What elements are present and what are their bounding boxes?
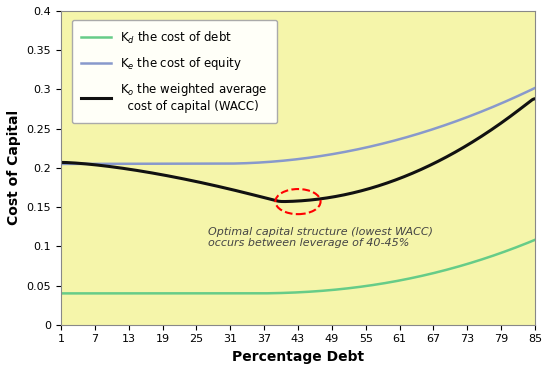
Line: K$_o$ the weighted average
  cost of capital (WACC): K$_o$ the weighted average cost of capit… xyxy=(61,99,535,201)
K$_e$ the cost of equity xyxy=(446,121,453,126)
K$_e$ the cost of equity xyxy=(285,158,292,162)
Legend: K$_d$ the cost of debt, K$_e$ the cost of equity, K$_o$ the weighted average
  c: K$_d$ the cost of debt, K$_e$ the cost o… xyxy=(71,20,277,123)
Line: K$_e$ the cost of equity: K$_e$ the cost of equity xyxy=(61,88,535,164)
K$_o$ the weighted average
  cost of capital (WACC) xyxy=(341,193,348,197)
K$_o$ the weighted average
  cost of capital (WACC) xyxy=(287,199,293,204)
K$_o$ the weighted average
  cost of capital (WACC) xyxy=(531,96,538,101)
K$_d$ the cost of debt xyxy=(446,267,453,271)
K$_e$ the cost of equity xyxy=(283,158,289,162)
K$_o$ the weighted average
  cost of capital (WACC) xyxy=(58,160,64,165)
K$_d$ the cost of debt xyxy=(283,290,289,295)
K$_e$ the cost of equity xyxy=(314,154,321,159)
Y-axis label: Cost of Capital: Cost of Capital xyxy=(7,110,21,226)
K$_e$ the cost of equity xyxy=(520,91,527,96)
Line: K$_d$ the cost of debt: K$_d$ the cost of debt xyxy=(61,240,535,293)
Text: Optimal capital structure (lowest WACC)
occurs between leverage of 40-45%: Optimal capital structure (lowest WACC) … xyxy=(208,227,433,248)
K$_e$ the cost of equity xyxy=(531,86,538,90)
K$_d$ the cost of debt xyxy=(58,291,64,296)
K$_o$ the weighted average
  cost of capital (WACC) xyxy=(521,104,528,108)
K$_d$ the cost of debt xyxy=(314,289,321,293)
K$_o$ the weighted average
  cost of capital (WACC) xyxy=(315,197,322,201)
K$_o$ the weighted average
  cost of capital (WACC) xyxy=(447,152,453,157)
X-axis label: Percentage Debt: Percentage Debt xyxy=(232,350,364,364)
K$_e$ the cost of equity xyxy=(58,162,64,166)
K$_o$ the weighted average
  cost of capital (WACC) xyxy=(284,199,290,204)
K$_d$ the cost of debt xyxy=(520,242,527,247)
K$_d$ the cost of debt xyxy=(531,237,538,242)
K$_o$ the weighted average
  cost of capital (WACC) xyxy=(280,199,287,204)
K$_d$ the cost of debt xyxy=(285,290,292,295)
K$_e$ the cost of equity xyxy=(340,150,346,154)
K$_d$ the cost of debt xyxy=(340,287,346,291)
